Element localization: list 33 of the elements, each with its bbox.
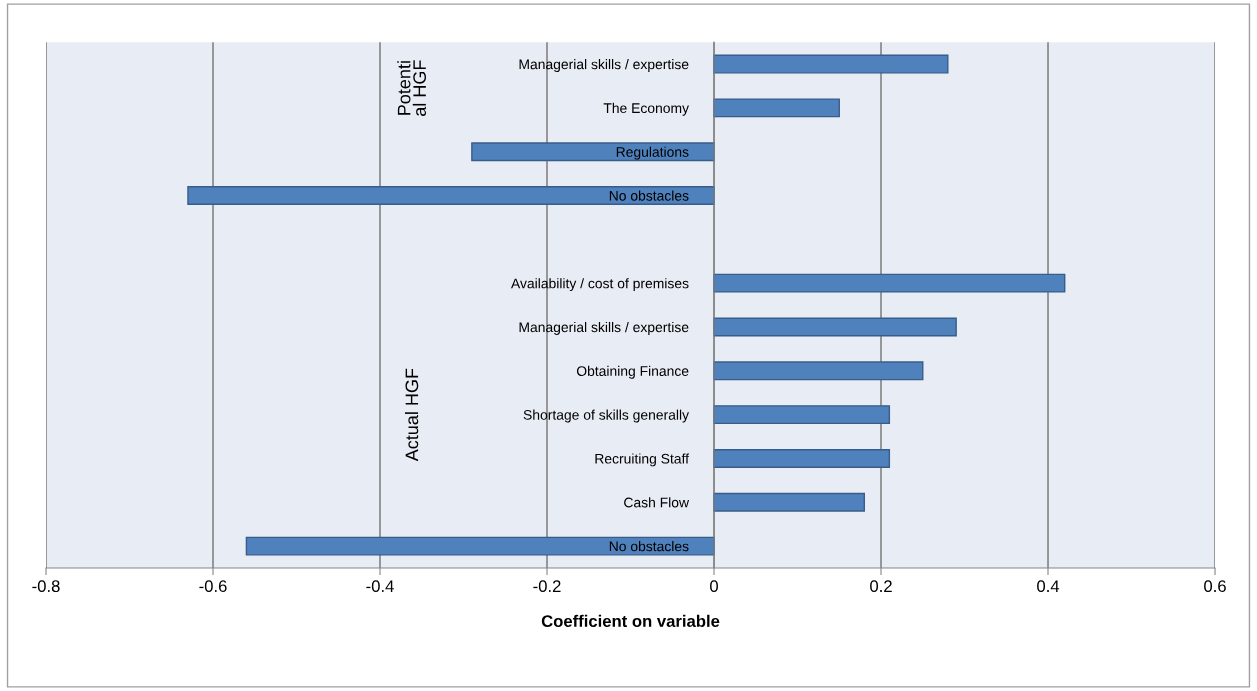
y-tick-label: Cash Flow <box>624 497 690 508</box>
annotation: Potenti al HGF <box>397 60 427 116</box>
y-tick-label: The Economy <box>603 102 689 116</box>
x-tick-label: -0.2 <box>533 580 561 593</box>
y-tick-label: Managerial skills / expertise <box>519 321 689 335</box>
x-tick-label: 0.2 <box>870 580 892 593</box>
bar <box>713 361 924 381</box>
bar <box>471 142 715 162</box>
y-tick-label: Obtaining Finance <box>576 365 689 379</box>
y-tick-label: Regulations <box>616 146 689 160</box>
x-tick-label: -0.4 <box>366 580 394 593</box>
y-tick-label: No obstacles <box>609 541 689 552</box>
y-tick-label: Availability / cost of premises <box>510 278 689 292</box>
bar <box>713 54 949 74</box>
bar <box>713 492 866 512</box>
x-tick-label: -0.6 <box>199 580 227 593</box>
annotation: Actual HGF <box>404 368 419 462</box>
bar <box>713 405 891 425</box>
x-tick-label: -0.8 <box>32 580 60 593</box>
y-tick-label: Managerial skills / expertise <box>519 59 689 72</box>
y-tick-label: Shortage of skills generally <box>523 409 689 423</box>
x-tick-label: 0.4 <box>1037 580 1060 593</box>
y-tick-label: Recruiting Staff <box>595 453 690 467</box>
y-tick-label: No obstacles <box>609 190 689 201</box>
bar <box>245 536 715 556</box>
bar <box>713 448 891 468</box>
bar <box>713 273 1066 293</box>
bar <box>713 317 957 337</box>
x-axis-title: Coefficient on variable <box>541 614 720 628</box>
x-tick-label: 0 <box>710 580 718 593</box>
x-tick-label: 0.6 <box>1204 580 1226 593</box>
bar <box>187 186 715 205</box>
bar <box>713 98 840 118</box>
